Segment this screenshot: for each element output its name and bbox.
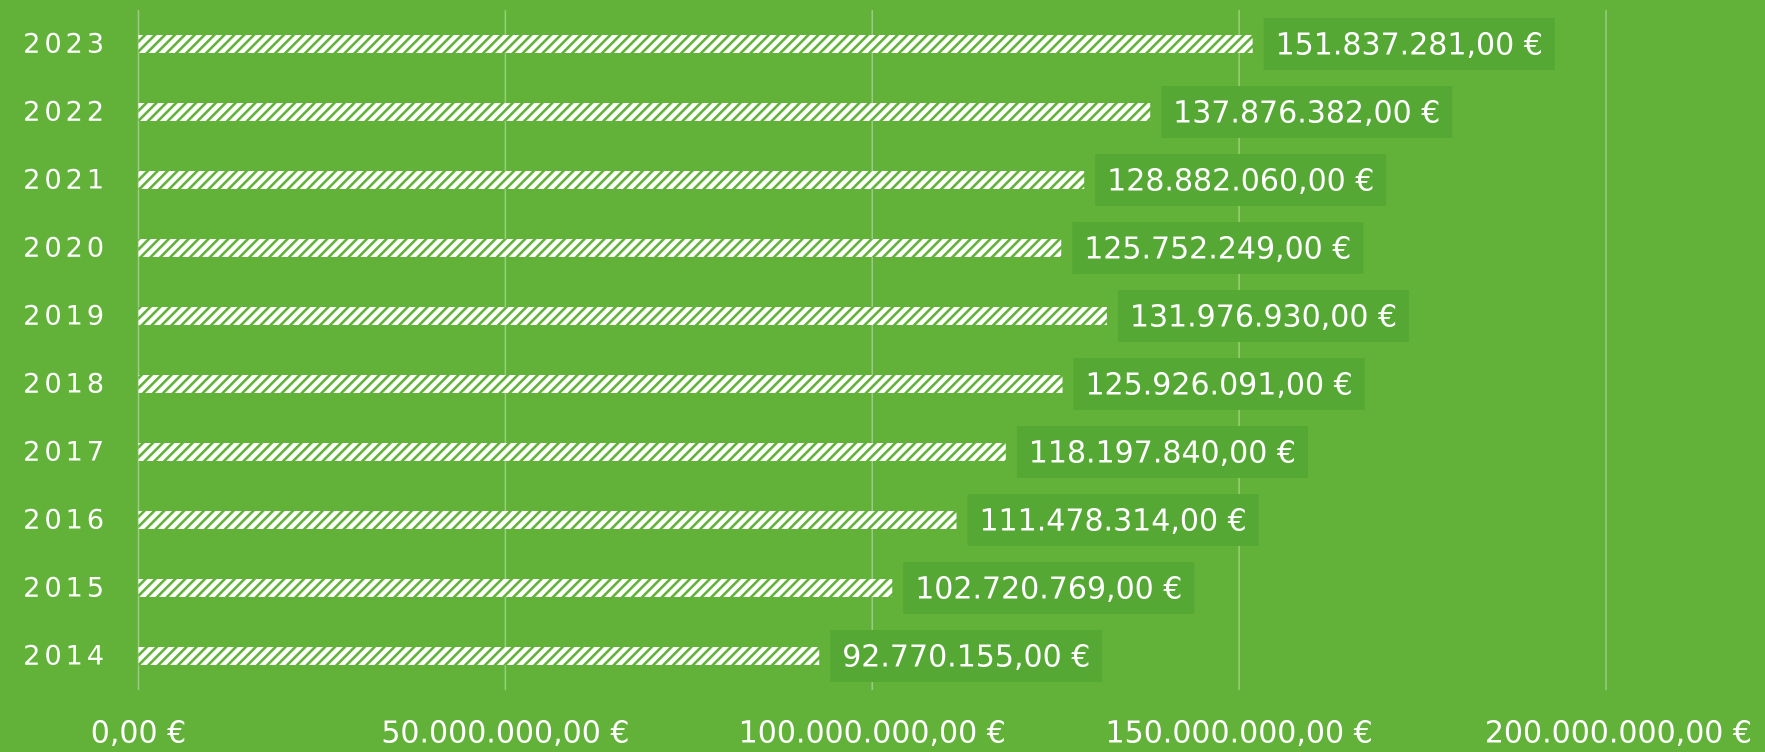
value-label-box — [1072, 222, 1364, 274]
value-label: 128.882.060,00 € — [1107, 164, 1374, 199]
value-label-box — [1263, 18, 1555, 70]
x-tick-label: 0,00 € — [91, 716, 186, 751]
x-tick-label: 200.000.000,00 € — [1485, 716, 1752, 751]
x-tick-label: 150.000.000,00 € — [1106, 716, 1373, 751]
value-label: 137.876.382,00 € — [1173, 96, 1440, 131]
bar — [138, 375, 1063, 393]
bar — [138, 579, 893, 597]
value-label: 92.770.155,00 € — [842, 640, 1090, 675]
value-label: 125.752.249,00 € — [1084, 232, 1351, 267]
value-label-box — [1016, 426, 1308, 478]
y-tick-label: 2022 — [23, 97, 108, 128]
value-label-box — [1073, 358, 1365, 410]
value-label-box — [1095, 154, 1387, 206]
y-tick-label: 2015 — [23, 573, 108, 604]
y-tick-label: 2021 — [23, 165, 108, 196]
value-label-box — [1117, 290, 1410, 342]
value-label: 131.976.930,00 € — [1130, 300, 1397, 335]
bar — [138, 35, 1253, 53]
y-tick-label: 2023 — [23, 29, 108, 60]
bar — [138, 511, 957, 529]
value-label-box — [830, 630, 1103, 682]
bar — [138, 103, 1151, 121]
value-label: 151.837.281,00 € — [1276, 28, 1543, 63]
y-tick-label: 2020 — [23, 233, 108, 264]
value-label: 125.926.091,00 € — [1085, 368, 1352, 403]
bar — [138, 239, 1062, 257]
value-label: 118.197.840,00 € — [1029, 436, 1296, 471]
y-tick-label: 2016 — [23, 505, 108, 536]
y-tick-label: 2014 — [23, 641, 108, 672]
bar — [138, 647, 820, 665]
bar — [138, 307, 1107, 325]
bar — [138, 171, 1085, 189]
value-label-box — [1161, 86, 1453, 138]
bar — [138, 443, 1006, 461]
value-label-box — [967, 494, 1259, 546]
value-label-box — [903, 562, 1195, 614]
y-tick-label: 2018 — [23, 369, 108, 400]
x-tick-label: 50.000.000,00 € — [381, 716, 629, 751]
value-label: 111.478.314,00 € — [979, 504, 1246, 539]
y-tick-label: 2019 — [23, 301, 108, 332]
x-tick-label: 100.000.000,00 € — [739, 716, 1006, 751]
value-label: 102.720.769,00 € — [915, 572, 1182, 607]
y-tick-label: 2017 — [23, 437, 108, 468]
